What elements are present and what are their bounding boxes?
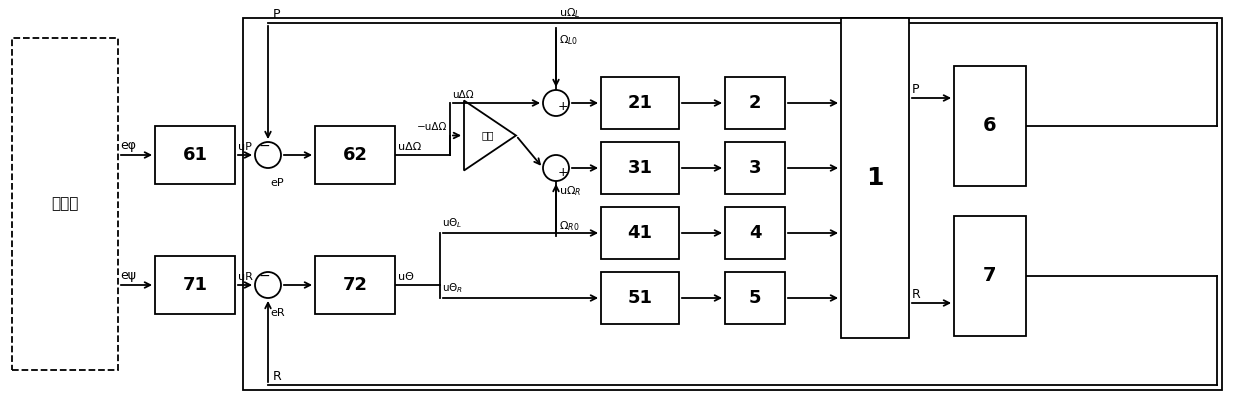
Bar	[315, 256, 396, 314]
Text: P: P	[911, 83, 920, 96]
Text: 62: 62	[342, 146, 367, 164]
Text: −: −	[258, 139, 270, 153]
Circle shape	[255, 272, 281, 298]
Bar	[601, 207, 680, 259]
Bar	[601, 142, 680, 194]
Bar	[954, 66, 1025, 186]
Text: +: +	[558, 166, 569, 179]
Text: 7: 7	[983, 266, 997, 285]
Text: 3: 3	[749, 159, 761, 177]
Bar	[315, 126, 396, 184]
Circle shape	[543, 155, 569, 181]
Text: 4: 4	[749, 224, 761, 242]
Text: uΘ$_L$: uΘ$_L$	[441, 216, 463, 230]
Text: 1: 1	[867, 166, 884, 190]
Text: uP: uP	[238, 142, 252, 152]
Text: 21: 21	[627, 94, 652, 112]
Text: uΔΩ: uΔΩ	[453, 90, 474, 100]
Text: uΘ: uΘ	[398, 272, 414, 282]
Bar	[725, 272, 785, 324]
Polygon shape	[464, 100, 516, 171]
Text: R: R	[911, 288, 921, 301]
Text: +: +	[558, 100, 569, 113]
Text: 72: 72	[342, 276, 367, 294]
Text: P: P	[273, 8, 280, 21]
Text: 取反: 取反	[482, 131, 495, 140]
Text: 2: 2	[749, 94, 761, 112]
Text: −uΔΩ: −uΔΩ	[417, 122, 446, 133]
Text: uΔΩ: uΔΩ	[398, 142, 422, 152]
Text: 71: 71	[182, 276, 207, 294]
Text: 5: 5	[749, 289, 761, 307]
Text: uR: uR	[238, 272, 253, 282]
Text: 41: 41	[627, 224, 652, 242]
Text: eφ: eφ	[120, 139, 136, 152]
Bar	[243, 18, 1221, 390]
Text: 6: 6	[983, 116, 997, 135]
Text: 61: 61	[182, 146, 207, 164]
Text: uΩ$_L$: uΩ$_L$	[559, 6, 580, 20]
Text: uΩ$_R$: uΩ$_R$	[559, 184, 582, 198]
Text: eψ: eψ	[120, 269, 136, 282]
Bar	[155, 256, 236, 314]
Bar	[725, 77, 785, 129]
Text: eP: eP	[270, 178, 284, 188]
Text: eR: eR	[270, 308, 285, 318]
Text: R: R	[273, 370, 281, 383]
Text: 31: 31	[627, 159, 652, 177]
Text: Ω$_{L0}$: Ω$_{L0}$	[559, 33, 578, 47]
Text: −: −	[258, 269, 270, 283]
Text: 51: 51	[627, 289, 652, 307]
Circle shape	[543, 90, 569, 116]
Text: uΘ$_R$: uΘ$_R$	[441, 281, 464, 295]
Bar	[841, 18, 909, 338]
Bar	[725, 142, 785, 194]
Bar	[954, 215, 1025, 335]
Bar	[155, 126, 236, 184]
Bar	[12, 38, 118, 370]
Bar	[601, 77, 680, 129]
Bar	[601, 272, 680, 324]
Text: Ω$_{R0}$: Ω$_{R0}$	[559, 219, 579, 233]
Bar	[725, 207, 785, 259]
Circle shape	[255, 142, 281, 168]
Text: 上位机: 上位机	[51, 197, 78, 211]
